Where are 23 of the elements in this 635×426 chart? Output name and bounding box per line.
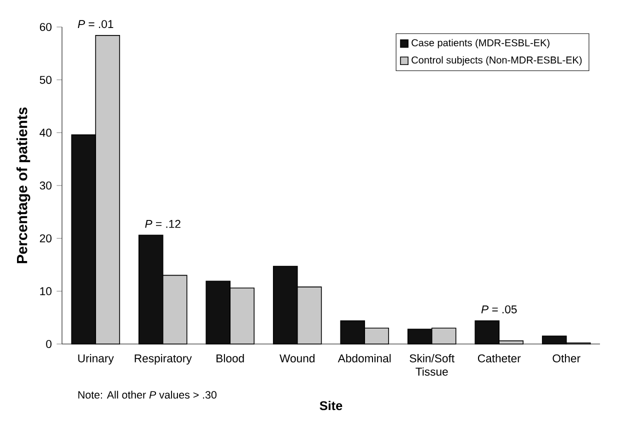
text: Note: All other P values > .30 xyxy=(78,390,216,399)
y-tick-label: 40 xyxy=(40,128,52,137)
y-tick-label: 0 xyxy=(46,340,52,348)
x-tick-label: Other xyxy=(552,354,580,362)
x-tick-label: Blood xyxy=(216,354,244,362)
annotation: P = .12 xyxy=(145,220,180,228)
x-tick-label: Abdominal xyxy=(338,354,391,362)
x-tick-label: Respiratory xyxy=(134,354,192,365)
x-tick-label: Catheter xyxy=(478,354,521,362)
x-axis-title: Site xyxy=(320,400,342,410)
x-tick-label: Wound xyxy=(280,354,315,362)
x-tick-label: Skin/Soft Tissue xyxy=(410,354,454,376)
y-tick-label: 50 xyxy=(40,76,52,84)
x-tick-label: Urinary xyxy=(78,354,114,365)
legend-label: Case patients (MDR-ESBL-EK) xyxy=(412,38,550,48)
y-tick-label: 60 xyxy=(40,23,52,32)
y-axis-title: Percentage of patients xyxy=(16,107,30,264)
y-tick-label: 30 xyxy=(40,182,52,190)
y-tick-label: 10 xyxy=(40,287,52,296)
y-tick-label: 20 xyxy=(40,234,52,242)
annotation: P = .01 xyxy=(78,20,114,28)
annotation: P = .05 xyxy=(481,305,517,314)
legend-label: Control subjects (Non-MDR-ESBL-EK) xyxy=(412,56,582,66)
